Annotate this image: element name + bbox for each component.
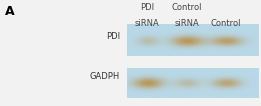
Bar xyxy=(127,24,258,56)
Text: Control: Control xyxy=(171,3,202,12)
Bar xyxy=(127,68,258,98)
Text: Control: Control xyxy=(211,19,241,28)
Text: A: A xyxy=(5,5,14,18)
Text: siRNA: siRNA xyxy=(174,19,199,28)
Text: GADPH: GADPH xyxy=(90,72,120,81)
Text: PDI: PDI xyxy=(106,32,120,40)
Text: siRNA: siRNA xyxy=(135,19,160,28)
Text: PDI: PDI xyxy=(140,3,155,12)
